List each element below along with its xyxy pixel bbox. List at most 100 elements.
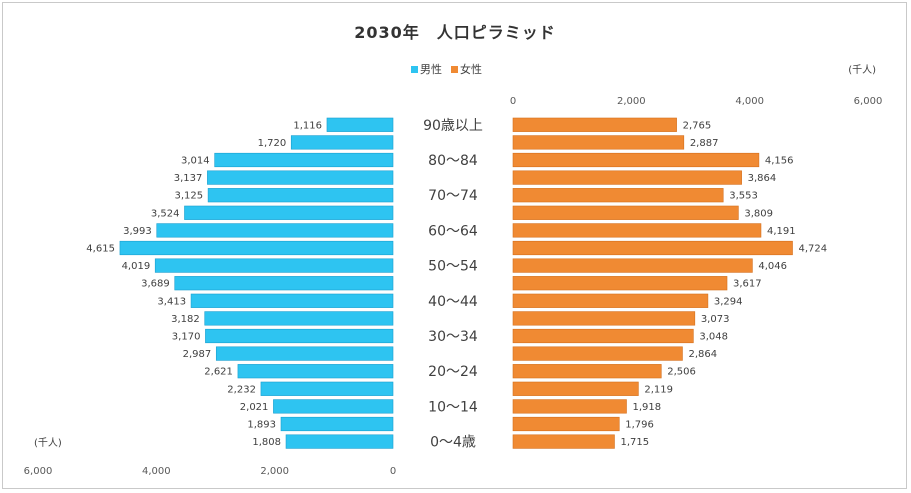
- value-label-male-17: 1,893: [247, 420, 276, 431]
- bar-female-18: [512, 434, 615, 449]
- bar-female-11: [512, 311, 696, 326]
- value-label-female-3: 3,864: [748, 173, 777, 184]
- value-label-male-11: 3,182: [171, 314, 200, 325]
- bar-female-5: [512, 205, 739, 220]
- value-label-female-11: 3,073: [701, 314, 730, 325]
- value-label-male-6: 3,993: [123, 226, 152, 237]
- male-axis-tick-1: 4,000: [142, 466, 171, 477]
- value-label-female-2: 4,156: [765, 156, 794, 167]
- bar-male-0: [326, 117, 394, 132]
- age-label-8: 10〜14: [428, 399, 478, 415]
- bar-female-8: [512, 258, 753, 273]
- bar-male-13: [215, 346, 394, 361]
- bar-female-17: [512, 416, 620, 432]
- value-label-male-7: 4,615: [86, 244, 115, 255]
- bar-male-11: [204, 311, 394, 326]
- age-label-5: 40〜44: [428, 294, 478, 310]
- value-label-female-7: 4,724: [799, 244, 828, 255]
- bar-male-4: [207, 188, 394, 203]
- value-label-male-8: 4,019: [122, 261, 151, 272]
- age-label-3: 60〜64: [428, 223, 478, 239]
- bar-male-15: [260, 381, 394, 396]
- bar-female-9: [512, 276, 728, 291]
- value-label-male-13: 2,987: [183, 349, 212, 360]
- bar-female-6: [512, 223, 762, 238]
- chart-title: 2030年 人口ピラミッド: [354, 23, 556, 42]
- bar-female-4: [512, 188, 724, 203]
- age-label-4: 50〜54: [428, 259, 478, 275]
- age-label-9: 0〜4歳: [430, 435, 476, 451]
- age-label-7: 20〜24: [428, 364, 478, 380]
- axes-layer: 0 2,000 4,000 6,000 6,000 4,000 2,000 0: [24, 96, 883, 477]
- age-label-0: 90歳以上: [423, 118, 483, 134]
- male-axis-tick-3: 0: [390, 466, 396, 477]
- age-label-2: 70〜74: [428, 188, 478, 204]
- value-label-female-8: 4,046: [758, 261, 787, 272]
- bar-female-10: [512, 293, 709, 308]
- value-label-male-5: 3,524: [151, 208, 180, 219]
- bar-male-14: [237, 364, 394, 379]
- bar-male-6: [156, 223, 394, 238]
- female-axis-tick-0: 0: [510, 96, 516, 107]
- value-label-male-0: 1,116: [293, 120, 322, 131]
- value-label-male-3: 3,137: [174, 173, 203, 184]
- bar-female-12: [512, 328, 694, 344]
- bar-female-0: [512, 117, 677, 132]
- value-label-female-16: 1,918: [632, 402, 661, 413]
- male-axis-tick-0: 6,000: [24, 466, 53, 477]
- value-label-male-16: 2,021: [240, 402, 269, 413]
- bar-male-12: [205, 328, 394, 344]
- value-label-female-18: 1,715: [620, 437, 649, 448]
- value-label-female-0: 2,765: [683, 120, 712, 131]
- bar-female-14: [512, 364, 662, 379]
- bar-male-1: [290, 135, 394, 150]
- bar-female-1: [512, 135, 685, 150]
- bar-female-15: [512, 381, 639, 396]
- bar-male-7: [119, 240, 394, 256]
- bar-female-2: [512, 152, 760, 168]
- value-label-female-4: 3,553: [729, 191, 758, 202]
- legend-swatch-female: [451, 66, 458, 73]
- value-label-female-12: 3,048: [699, 332, 728, 343]
- male-axis-tick-2: 2,000: [260, 466, 289, 477]
- bar-male-10: [190, 293, 394, 308]
- legend: 男性 女性: [411, 62, 482, 76]
- bar-male-17: [280, 416, 394, 432]
- legend-label-female: 女性: [460, 62, 482, 76]
- bar-male-9: [174, 276, 394, 291]
- bar-female-3: [512, 170, 742, 185]
- labels-layer: 1,116 2,765 90歳以上 1,720 2,887 3,014 4,156 80〜84…: [86, 118, 827, 451]
- unit-label-female: (千人): [848, 64, 876, 76]
- bar-male-3: [207, 170, 394, 185]
- value-label-female-17: 1,796: [625, 420, 654, 431]
- value-label-male-9: 3,689: [141, 279, 170, 290]
- bar-male-2: [214, 152, 394, 168]
- bar-female-16: [512, 399, 627, 414]
- value-label-male-2: 3,014: [181, 156, 210, 167]
- bar-male-5: [184, 205, 394, 220]
- value-label-female-5: 3,809: [744, 208, 773, 219]
- value-label-male-12: 3,170: [172, 332, 201, 343]
- value-label-female-15: 2,119: [644, 384, 673, 395]
- legend-label-male: 男性: [420, 62, 442, 76]
- female-axis-tick-2: 4,000: [735, 96, 764, 107]
- unit-label-male: (千人): [34, 437, 62, 449]
- bar-male-16: [273, 399, 394, 414]
- legend-swatch-male: [411, 66, 418, 73]
- female-axis-tick-1: 2,000: [617, 96, 646, 107]
- age-label-6: 30〜34: [428, 329, 478, 345]
- value-label-female-10: 3,294: [714, 296, 743, 307]
- value-label-male-15: 2,232: [227, 384, 256, 395]
- value-label-male-14: 2,621: [204, 367, 233, 378]
- value-label-female-6: 4,191: [767, 226, 796, 237]
- value-label-female-13: 2,864: [688, 349, 717, 360]
- value-label-female-14: 2,506: [667, 367, 696, 378]
- value-label-male-18: 1,808: [252, 437, 281, 448]
- age-label-1: 80〜84: [428, 153, 478, 169]
- bar-female-7: [512, 240, 793, 256]
- bar-male-18: [285, 434, 394, 449]
- value-label-female-9: 3,617: [733, 279, 762, 290]
- bar-female-13: [512, 346, 683, 361]
- value-label-male-4: 3,125: [174, 191, 203, 202]
